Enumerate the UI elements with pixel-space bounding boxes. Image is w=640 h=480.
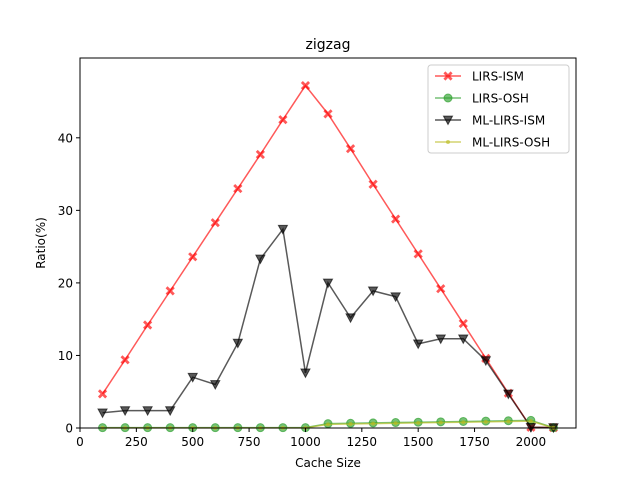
- data-point: [390, 292, 401, 303]
- data-point: [348, 422, 353, 427]
- data-point: [323, 109, 333, 119]
- data-point: [480, 356, 492, 367]
- data-point: [326, 422, 330, 427]
- data-point: [142, 406, 153, 417]
- data-point: [412, 339, 424, 350]
- x-tick-label: 500: [181, 435, 204, 449]
- legend: LIRS-ISM LIRS-OSH ML-LIRS-ISM ML-LIRS-OSH: [427, 64, 570, 154]
- y-tick-label: 10: [58, 349, 73, 363]
- data-point: [187, 372, 199, 383]
- chart-title: zigzag: [306, 37, 351, 53]
- data-point: [368, 179, 378, 189]
- legend-marker: [442, 115, 454, 126]
- data-point: [461, 420, 466, 425]
- data-point: [367, 286, 379, 297]
- data-point: [300, 368, 311, 379]
- data-point: [322, 278, 334, 289]
- legend-marker: [443, 71, 453, 81]
- legend-box: [427, 64, 570, 154]
- x-tick-label: 1500: [403, 435, 434, 449]
- data-point: [416, 420, 421, 425]
- data-point: [233, 183, 243, 194]
- legend-label: ML-LIRS-ISM: [472, 114, 545, 128]
- x-tick-label: 1250: [347, 435, 378, 449]
- data-point: [457, 334, 469, 345]
- legend-entry: ML-LIRS-OSH: [435, 136, 550, 150]
- legend-label: LIRS-ISM: [472, 70, 524, 84]
- axes-frame: [79, 57, 577, 429]
- data-point: [436, 284, 446, 294]
- x-tick-label: 750: [238, 435, 261, 449]
- data-point: [209, 380, 221, 391]
- x-tick-label: 0: [76, 435, 84, 449]
- y-tick-label: 30: [58, 204, 73, 218]
- data-point: [232, 338, 244, 349]
- x-tick-label: 250: [125, 435, 148, 449]
- data-point: [210, 218, 220, 228]
- series-ml-lirs-ism: [97, 224, 559, 434]
- data-point: [97, 389, 108, 399]
- x-axis-label: Cache Size: [295, 456, 361, 470]
- data-point: [345, 144, 356, 154]
- data-point: [143, 320, 153, 330]
- legend-marker: [446, 140, 450, 144]
- data-point: [300, 80, 311, 91]
- y-tick-label: 20: [58, 276, 73, 290]
- x-tick-label: 1000: [290, 435, 321, 449]
- x-tick-label: 1750: [459, 435, 490, 449]
- data-point: [483, 419, 488, 424]
- data-point: [391, 214, 401, 224]
- legend-marker: [443, 93, 453, 103]
- data-point: [371, 421, 376, 426]
- legend-entry: LIRS-ISM: [435, 70, 524, 84]
- legend-entry: LIRS-OSH: [435, 92, 529, 106]
- data-point: [188, 252, 198, 262]
- data-point: [119, 406, 131, 417]
- y-axis-label: Ratio(%): [34, 217, 48, 269]
- data-point: [393, 421, 398, 426]
- data-point: [458, 318, 468, 329]
- data-point: [278, 115, 288, 125]
- legend-entry: ML-LIRS-ISM: [435, 114, 545, 128]
- data-point: [255, 254, 266, 265]
- data-point: [97, 408, 108, 419]
- data-point: [435, 334, 447, 345]
- data-point: [120, 355, 130, 365]
- tick-layer: 0 250 500 750 1000 1250 1500 1750 2000 0 10 20 30 40: [58, 131, 546, 449]
- data-point: [528, 419, 533, 424]
- y-tick-label: 0: [65, 422, 73, 436]
- data-point: [165, 286, 175, 296]
- data-point: [438, 420, 443, 425]
- data-point: [503, 389, 514, 400]
- data-point: [345, 313, 356, 324]
- y-tick-label: 40: [58, 131, 73, 145]
- data-point: [277, 224, 289, 235]
- legend-label: ML-LIRS-OSH: [472, 136, 550, 150]
- data-point: [413, 249, 423, 259]
- legend-label: LIRS-OSH: [472, 92, 529, 106]
- data-point: [164, 406, 176, 417]
- data-point: [506, 419, 511, 424]
- x-tick-label: 2000: [516, 435, 547, 449]
- data-point: [255, 149, 265, 160]
